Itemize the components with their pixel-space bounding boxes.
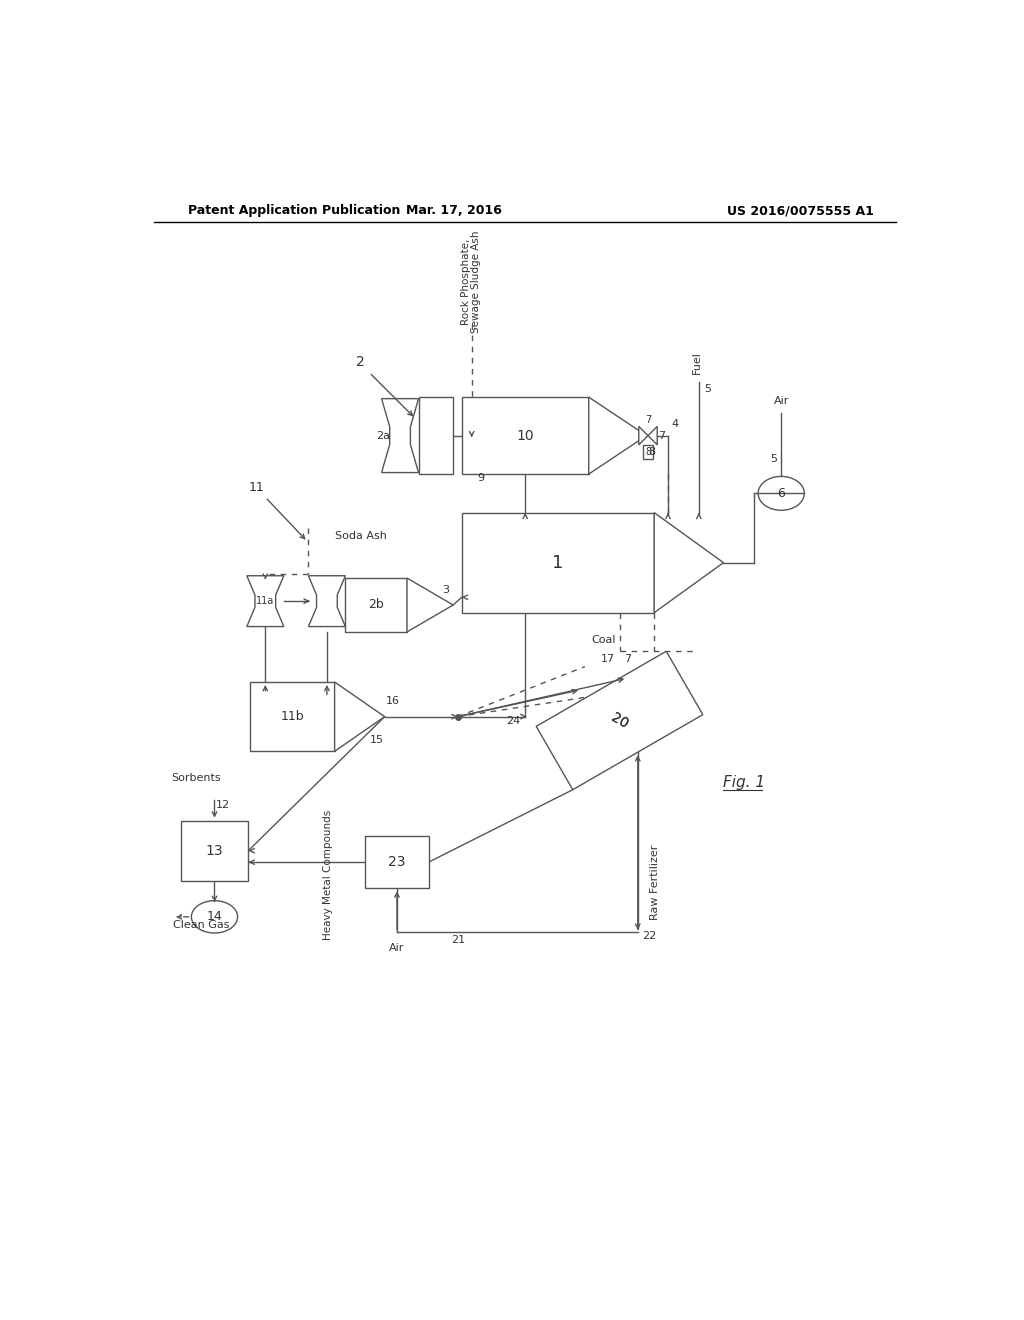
Text: 2b: 2b [369,598,384,611]
Text: 2: 2 [355,355,365,370]
Text: Coal: Coal [592,635,616,644]
Text: 21: 21 [452,935,466,945]
Polygon shape [407,578,454,632]
Text: 10: 10 [516,429,534,442]
Bar [366,836,429,888]
Text: Rock Phosphate,: Rock Phosphate, [461,239,470,325]
Polygon shape [654,512,724,612]
Polygon shape [335,682,385,751]
Text: 11b: 11b [281,710,304,723]
Text: 11a: 11a [256,597,274,606]
Bar [345,578,407,632]
Text: Clean Gas: Clean Gas [173,920,229,929]
Text: 2a: 2a [376,430,390,441]
Polygon shape [589,397,646,474]
Text: Sewage Sludge Ash: Sewage Sludge Ash [470,231,480,333]
Text: 7: 7 [645,416,651,425]
Text: Soda Ash: Soda Ash [335,531,386,541]
Text: 1: 1 [552,553,563,572]
Text: Patent Application Publication: Patent Application Publication [188,205,400,218]
Text: Heavy Metal Compounds: Heavy Metal Compounds [324,809,334,940]
Text: Air: Air [389,942,404,953]
Text: 16: 16 [385,696,399,706]
Text: 3: 3 [442,585,449,594]
Text: 6: 6 [777,487,785,500]
Text: Sorbents: Sorbents [171,774,221,783]
Text: Mar. 17, 2016: Mar. 17, 2016 [407,205,502,218]
Text: 20: 20 [608,710,631,731]
Text: 12: 12 [216,800,230,810]
Text: Fuel: Fuel [691,351,701,374]
Text: 8: 8 [645,446,651,457]
Polygon shape [382,399,419,473]
Text: 13: 13 [206,843,223,858]
Bar [643,445,653,459]
Text: 5: 5 [705,384,712,395]
Text: 7: 7 [624,653,631,664]
Text: 17: 17 [601,653,615,664]
Text: 11: 11 [248,480,264,494]
Text: 7: 7 [658,430,666,441]
Text: 24: 24 [507,715,521,726]
Text: 4: 4 [672,418,679,429]
Polygon shape [308,576,345,627]
Text: 20: 20 [608,710,631,731]
Text: 5: 5 [770,454,777,463]
Bar [419,397,454,474]
Bar [462,397,589,474]
Bar [180,821,249,880]
Polygon shape [247,576,284,627]
Text: 22: 22 [642,931,656,941]
Bar [462,512,654,612]
Polygon shape [639,426,648,445]
Text: US 2016/0075555 A1: US 2016/0075555 A1 [727,205,873,218]
Text: 15: 15 [370,735,384,744]
Text: 23: 23 [388,855,406,869]
Polygon shape [537,651,702,789]
Text: Air: Air [773,396,788,407]
Bar [250,682,335,751]
Text: 14: 14 [207,911,222,924]
Text: Fig. 1: Fig. 1 [724,775,766,789]
Text: 8: 8 [648,446,655,457]
Polygon shape [648,426,657,445]
Text: Raw Fertilizer: Raw Fertilizer [650,845,659,920]
Text: 9: 9 [477,473,484,483]
